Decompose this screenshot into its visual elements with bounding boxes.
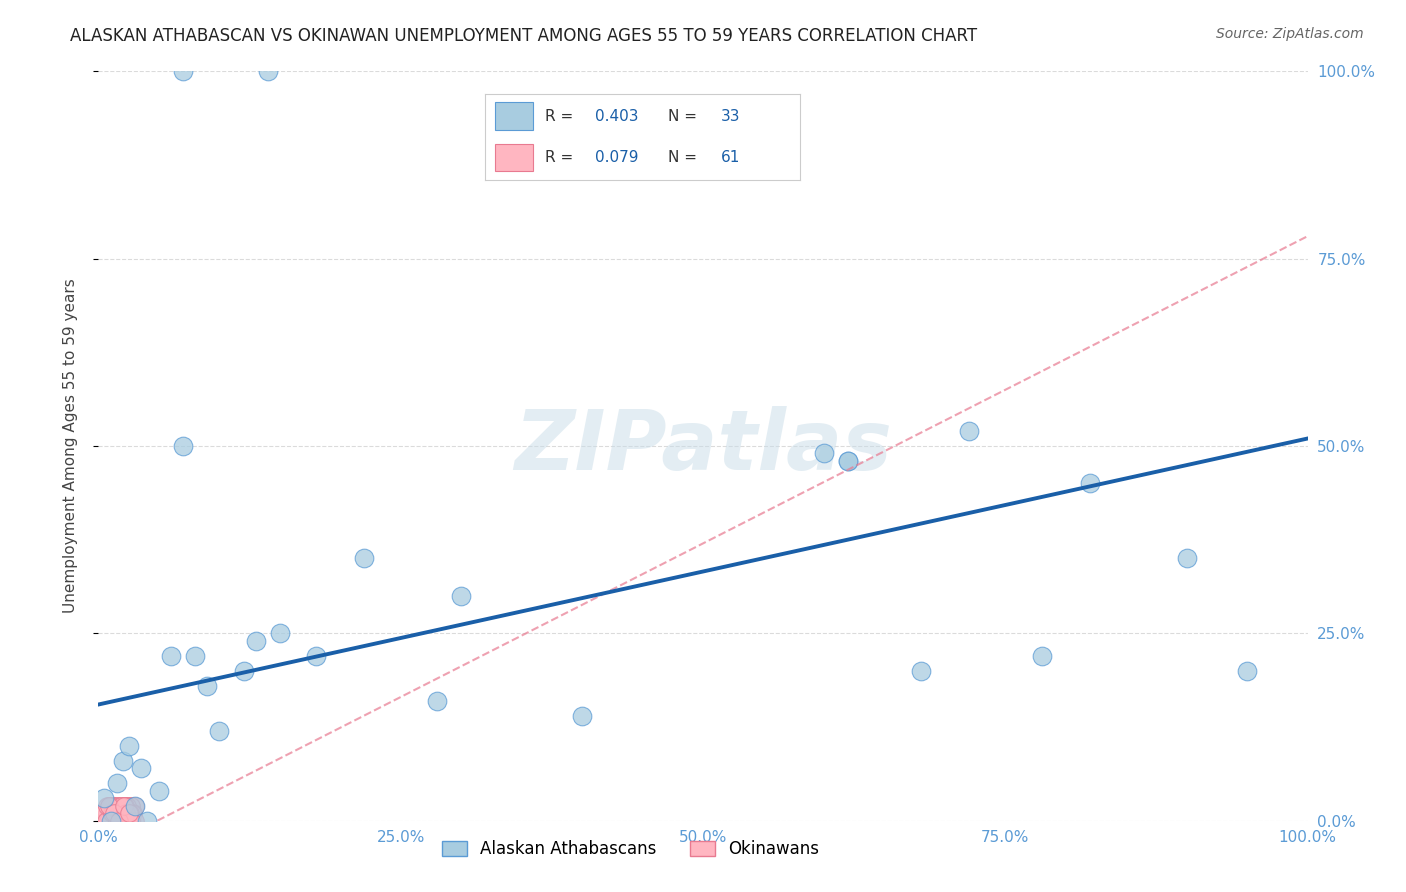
Point xyxy=(115,806,138,821)
Point xyxy=(107,814,129,828)
Point xyxy=(98,798,121,813)
Point xyxy=(93,806,115,821)
Y-axis label: Unemployment Among Ages 55 to 59 years: Unemployment Among Ages 55 to 59 years xyxy=(63,278,77,614)
Point xyxy=(571,708,593,723)
Point xyxy=(117,798,139,813)
Point xyxy=(93,791,115,805)
Point xyxy=(120,814,142,828)
Point xyxy=(124,798,146,813)
Point xyxy=(813,446,835,460)
Point xyxy=(118,806,141,821)
Point xyxy=(118,814,141,828)
Point xyxy=(129,761,152,775)
Point xyxy=(105,776,128,790)
Text: ALASKAN ATHABASCAN VS OKINAWAN UNEMPLOYMENT AMONG AGES 55 TO 59 YEARS CORRELATIO: ALASKAN ATHABASCAN VS OKINAWAN UNEMPLOYM… xyxy=(70,27,977,45)
Point xyxy=(96,798,118,813)
Point xyxy=(353,551,375,566)
Point xyxy=(101,798,124,813)
Point xyxy=(100,814,122,828)
Point xyxy=(111,754,134,768)
Point xyxy=(93,814,115,828)
Point xyxy=(121,814,143,828)
Point xyxy=(195,679,218,693)
Point xyxy=(837,454,859,468)
Point xyxy=(184,648,207,663)
Point xyxy=(117,798,139,813)
Point xyxy=(837,454,859,468)
Point xyxy=(115,806,138,821)
Point xyxy=(105,814,128,828)
Point xyxy=(98,798,121,813)
Point xyxy=(103,806,125,821)
Point xyxy=(120,798,142,813)
Point xyxy=(112,798,135,813)
Point xyxy=(108,814,131,828)
Point xyxy=(103,814,125,828)
Point xyxy=(104,806,127,821)
Point xyxy=(111,814,134,828)
Point xyxy=(114,814,136,828)
Point xyxy=(1031,648,1053,663)
Point xyxy=(957,424,980,438)
Point xyxy=(256,64,278,78)
Point xyxy=(245,633,267,648)
Point xyxy=(103,814,125,828)
Point xyxy=(105,798,128,813)
Point xyxy=(1236,664,1258,678)
Point xyxy=(96,814,118,828)
Point xyxy=(108,806,131,821)
Point xyxy=(122,806,145,821)
Point xyxy=(100,798,122,813)
Point xyxy=(118,806,141,821)
Point xyxy=(108,814,131,828)
Point xyxy=(112,798,135,813)
Point xyxy=(100,814,122,828)
Text: Source: ZipAtlas.com: Source: ZipAtlas.com xyxy=(1216,27,1364,41)
Point xyxy=(105,798,128,813)
Point xyxy=(124,814,146,828)
Point xyxy=(172,64,194,78)
Point xyxy=(910,664,932,678)
Point xyxy=(97,814,120,828)
Point xyxy=(1078,476,1101,491)
Point xyxy=(450,589,472,603)
Point xyxy=(232,664,254,678)
Point xyxy=(120,798,142,813)
Point xyxy=(100,806,122,821)
Legend: Alaskan Athabascans, Okinawans: Alaskan Athabascans, Okinawans xyxy=(434,833,825,864)
Point xyxy=(101,798,124,813)
Text: ZIPatlas: ZIPatlas xyxy=(515,406,891,486)
Point xyxy=(135,814,157,828)
Point xyxy=(121,806,143,821)
Point xyxy=(124,798,146,813)
Point xyxy=(160,648,183,663)
Point xyxy=(104,806,127,821)
Point xyxy=(118,806,141,821)
Point xyxy=(172,439,194,453)
Point xyxy=(1175,551,1198,566)
Point xyxy=(114,798,136,813)
Point xyxy=(208,723,231,738)
Point xyxy=(100,806,122,821)
Point xyxy=(426,694,449,708)
Point xyxy=(108,798,131,813)
Point xyxy=(96,806,118,821)
Point xyxy=(110,814,132,828)
Point xyxy=(110,814,132,828)
Point xyxy=(98,798,121,813)
Point xyxy=(269,626,291,640)
Point xyxy=(122,806,145,821)
Point xyxy=(305,648,328,663)
Point xyxy=(110,798,132,813)
Point xyxy=(118,739,141,753)
Point xyxy=(118,814,141,828)
Point xyxy=(94,814,117,828)
Point xyxy=(108,806,131,821)
Point xyxy=(148,783,170,797)
Point xyxy=(111,806,134,821)
Point xyxy=(107,806,129,821)
Point xyxy=(100,806,122,821)
Point xyxy=(112,798,135,813)
Point xyxy=(115,806,138,821)
